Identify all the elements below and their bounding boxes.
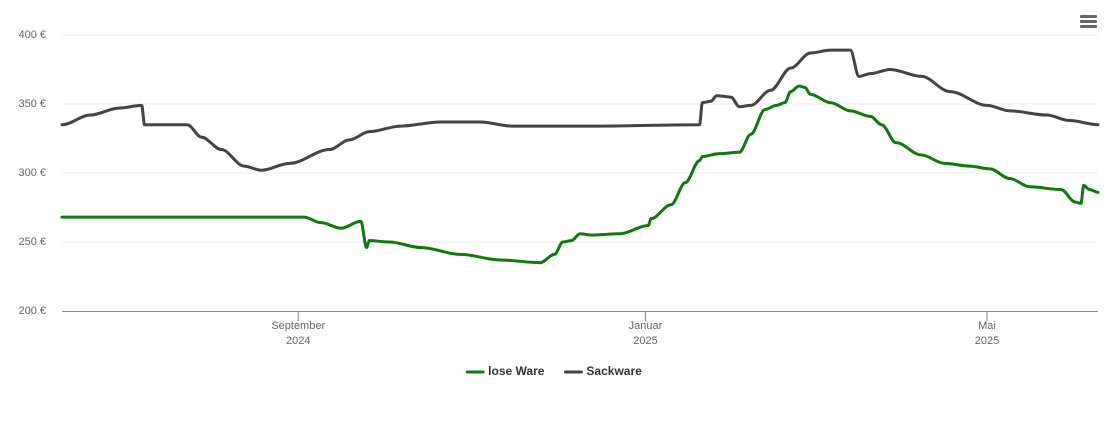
y-tick-label: 250 € — [18, 236, 46, 248]
x-tick-label: September — [271, 320, 325, 332]
y-tick-label: 300 € — [18, 167, 46, 179]
legend-label: Sackware — [586, 364, 642, 378]
y-tick-label: 400 € — [18, 29, 46, 41]
x-tick-label: 2025 — [633, 335, 657, 347]
menu-button[interactable] — [1080, 15, 1097, 28]
series-line — [60, 84, 1100, 265]
y-tick-label: 350 € — [18, 98, 46, 110]
legend: lose Ware Sackware — [465, 364, 642, 378]
x-tick-label: Januar — [629, 320, 663, 332]
x-tick-label: 2024 — [286, 335, 310, 347]
x-tick-label: Mai — [978, 320, 996, 332]
x-tick-label: 2025 — [975, 335, 999, 347]
legend-label: lose Ware — [488, 364, 545, 378]
series-line — [60, 48, 1100, 172]
y-tick-label: 200 € — [18, 305, 46, 317]
